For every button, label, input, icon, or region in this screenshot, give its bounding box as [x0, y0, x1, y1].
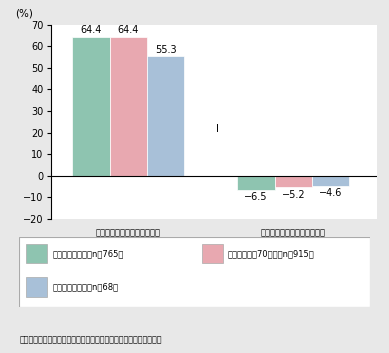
FancyBboxPatch shape [26, 277, 47, 297]
Y-axis label: (%): (%) [16, 9, 33, 19]
Text: 55.3: 55.3 [155, 45, 177, 55]
Text: 偏差値７０以上（n＝68）: 偏差値７０以上（n＝68） [53, 282, 119, 291]
Bar [147, 56, 184, 176]
Bar [275, 176, 312, 187]
Text: （出典）「地域の情報化への取組と地域活性化に関する調査研究」: （出典）「地域の情報化への取組と地域活性化に関する調査研究」 [19, 335, 162, 344]
Text: 偏差値５０以下（n＝765）: 偏差値５０以下（n＝765） [53, 249, 124, 258]
Bar [237, 176, 275, 190]
Text: −6.5: −6.5 [244, 192, 268, 202]
Text: 64.4: 64.4 [81, 25, 102, 35]
Text: 偏差値５０赗70未満（n＝915）: 偏差値５０赗70未満（n＝915） [228, 249, 315, 258]
Text: 64.4: 64.4 [118, 25, 139, 35]
FancyBboxPatch shape [202, 244, 223, 263]
Text: −4.6: −4.6 [319, 188, 342, 198]
Text: −5.2: −5.2 [282, 190, 305, 199]
Bar [110, 37, 147, 176]
Bar [72, 37, 110, 176]
FancyBboxPatch shape [26, 244, 47, 263]
Bar [312, 176, 349, 186]
FancyBboxPatch shape [19, 237, 370, 307]
